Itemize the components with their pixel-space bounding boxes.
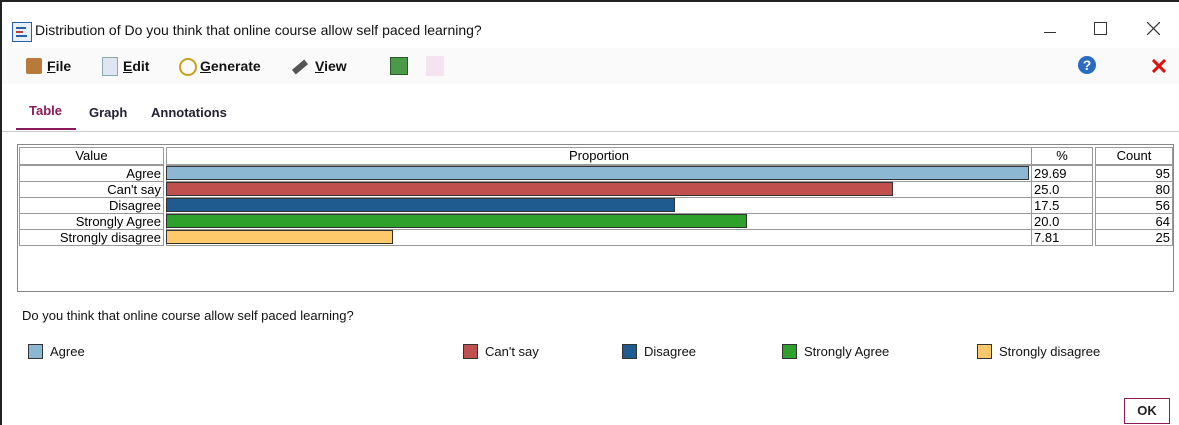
legend-swatch <box>463 344 478 359</box>
app-icon <box>12 22 32 42</box>
value-cell: Agree <box>19 165 164 182</box>
value-cell: Strongly Agree <box>19 213 164 230</box>
percent-cell: 29.69 <box>1031 165 1093 182</box>
legend-title: Do you think that online course allow se… <box>22 308 354 323</box>
legend-label: Can't say <box>485 344 539 359</box>
ok-button[interactable]: OK <box>1124 398 1170 424</box>
count-cell: 56 <box>1095 197 1173 214</box>
percent-cell: 25.0 <box>1031 181 1093 198</box>
legend-label: Disagree <box>644 344 697 359</box>
menu-item[interactable]: Edit <box>123 58 150 74</box>
legend: Agree Can't say Disagree Strongly Agree Stro… <box>2 342 1179 364</box>
file-icon <box>26 58 42 74</box>
generate-icon <box>179 58 197 76</box>
menu-bar <box>2 48 1179 84</box>
value-cell: Can't say <box>19 181 164 198</box>
tab[interactable]: Graph <box>89 105 128 120</box>
bar <box>166 214 748 228</box>
legend-swatch <box>977 344 992 359</box>
tab-underline <box>16 128 76 130</box>
legend-swatch <box>782 344 797 359</box>
column-header: % <box>1031 147 1093 165</box>
percent-cell: 17.5 <box>1031 197 1093 214</box>
minimize-button[interactable] <box>1044 32 1056 33</box>
maximize-button[interactable] <box>1094 22 1107 35</box>
legend-swatch <box>622 344 637 359</box>
count-cell: 64 <box>1095 213 1173 230</box>
bar <box>166 166 1029 180</box>
column-header: Proportion <box>166 147 1032 165</box>
menu-item[interactable]: View <box>315 58 347 74</box>
bar <box>166 182 893 196</box>
menu-item[interactable]: Generate <box>200 58 261 74</box>
menu-item[interactable]: File <box>47 58 72 74</box>
value-cell: Strongly disagree <box>19 229 164 246</box>
percent-cell: 20.0 <box>1031 213 1093 230</box>
table: Value Proportion% Count Agree 29.69 95 Can't s… <box>17 144 1174 292</box>
count-cell: 95 <box>1095 165 1173 182</box>
column-header: Count <box>1095 147 1173 165</box>
legend-label: Agree <box>50 344 85 359</box>
percent-cell: 7.81 <box>1031 229 1093 246</box>
column-header: Value <box>19 147 164 165</box>
separator <box>2 131 1179 132</box>
legend-swatch <box>28 344 43 359</box>
value-cell: Disagree <box>19 197 164 214</box>
bar <box>166 230 394 244</box>
window-title: Distribution of Do you think that online… <box>35 22 482 38</box>
count-cell: 25 <box>1095 229 1173 246</box>
count-cell: 80 <box>1095 181 1173 198</box>
export-icon[interactable] <box>390 57 408 75</box>
close-icon[interactable] <box>1152 59 1166 73</box>
help-icon[interactable]: ? <box>1078 56 1096 74</box>
tab[interactable]: Annotations <box>151 105 227 120</box>
edit-icon <box>102 57 118 76</box>
bar <box>166 198 675 212</box>
legend-label: Strongly Agree <box>804 344 890 359</box>
tab[interactable]: Table <box>29 103 62 118</box>
sort-icon[interactable] <box>426 56 444 76</box>
legend-label: Strongly disagree <box>999 344 1101 359</box>
close-button[interactable] <box>1147 22 1160 35</box>
